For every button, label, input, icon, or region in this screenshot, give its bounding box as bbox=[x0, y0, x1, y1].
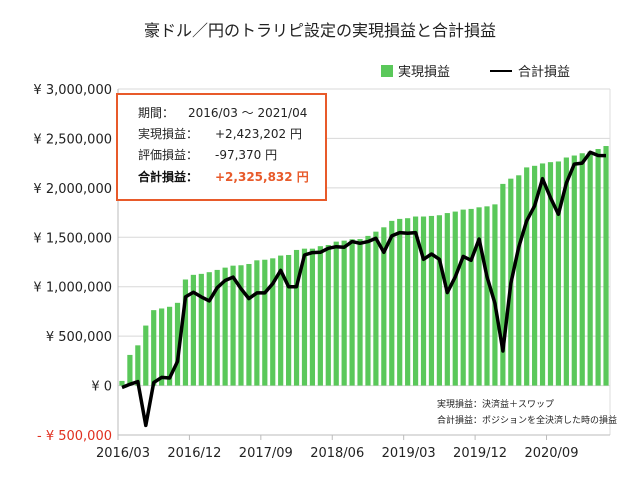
bar bbox=[135, 345, 141, 386]
note-total: 合計損益：ポジションを全決済した時の損益 bbox=[437, 414, 617, 426]
chart-title: 豪ドル／円のトラリピ設定の実現損益と合計損益 bbox=[144, 21, 496, 40]
bar bbox=[452, 211, 458, 386]
y-tick-label: ¥ 2,500,000 bbox=[33, 132, 112, 147]
bar bbox=[397, 218, 403, 386]
bar bbox=[246, 263, 252, 386]
unrealized-label: 評価損益： bbox=[138, 147, 198, 162]
bar bbox=[238, 265, 244, 386]
x-axis: 2016/03 2016/12 2017/09 2018/06 2019/03 2019/… bbox=[96, 435, 578, 461]
x-tick-label: 2017/09 bbox=[239, 446, 293, 461]
bar bbox=[373, 231, 379, 386]
realized-label: 実現損益： bbox=[138, 126, 198, 141]
bar bbox=[214, 269, 220, 386]
bar bbox=[539, 163, 546, 386]
bar bbox=[524, 167, 530, 386]
total-label: 合計損益： bbox=[138, 169, 198, 184]
bar bbox=[119, 380, 125, 386]
bar bbox=[428, 215, 435, 386]
period-label: 期間： bbox=[138, 106, 174, 120]
bar bbox=[444, 213, 450, 386]
bar bbox=[301, 248, 308, 386]
bar bbox=[174, 302, 181, 386]
bar bbox=[182, 279, 189, 386]
bar bbox=[405, 218, 411, 386]
y-tick-label: ¥ 3,000,000 bbox=[33, 83, 112, 98]
bar bbox=[603, 146, 609, 386]
realized-bars bbox=[119, 146, 609, 386]
bar bbox=[127, 354, 133, 386]
y-tick-label: ¥ 1,000,000 bbox=[33, 281, 112, 296]
bar bbox=[286, 254, 292, 386]
legend-bar-swatch bbox=[381, 65, 393, 77]
bar bbox=[357, 239, 363, 386]
bar bbox=[468, 208, 474, 386]
bar bbox=[262, 259, 268, 386]
bar bbox=[341, 240, 347, 386]
bar bbox=[222, 267, 228, 386]
x-tick-label: 2020/09 bbox=[524, 446, 578, 461]
y-tick-label: ¥ 2,000,000 bbox=[33, 182, 112, 197]
bar bbox=[190, 274, 196, 386]
bar bbox=[484, 206, 490, 386]
bar bbox=[563, 157, 569, 386]
x-tick-label: 2016/03 bbox=[96, 446, 150, 461]
bar bbox=[500, 183, 506, 386]
bar bbox=[270, 258, 276, 386]
bar bbox=[278, 255, 284, 386]
bar bbox=[579, 153, 585, 386]
bar bbox=[516, 175, 522, 386]
bar bbox=[571, 155, 577, 386]
total-value: +2,325,832 円 bbox=[215, 170, 309, 184]
bar bbox=[595, 149, 601, 386]
x-tick-label: 2016/12 bbox=[167, 446, 221, 461]
bar bbox=[365, 235, 371, 386]
legend-bar-label: 実現損益 bbox=[398, 64, 450, 80]
y-axis: ¥ 3,000,000 ¥ 2,500,000 ¥ 2,000,000 ¥ 1,500… bbox=[33, 83, 112, 444]
bar bbox=[325, 244, 331, 386]
bar bbox=[198, 273, 204, 386]
x-tick-label: 2018/06 bbox=[310, 446, 364, 461]
bar bbox=[293, 249, 300, 386]
bar bbox=[349, 239, 355, 386]
bar bbox=[230, 265, 236, 386]
bar bbox=[333, 241, 339, 386]
bar bbox=[436, 215, 442, 386]
period-value: 2016/03 ～ 2021/04 bbox=[188, 106, 307, 120]
bar bbox=[317, 246, 323, 386]
bar bbox=[555, 161, 562, 386]
bar bbox=[547, 162, 554, 386]
bar bbox=[492, 204, 498, 386]
note-realized: 実現損益：決済益＋スワップ bbox=[437, 398, 554, 410]
x-tick-label: 2019/03 bbox=[382, 446, 436, 461]
bar bbox=[151, 310, 157, 386]
summary-box: 期間： 2016/03 ～ 2021/04 実現損益： +2,423,202 円… bbox=[116, 93, 327, 201]
bar bbox=[206, 272, 212, 386]
bar bbox=[476, 207, 482, 386]
total-line-path bbox=[121, 150, 607, 428]
bar bbox=[309, 248, 316, 386]
x-tick-label: 2019/12 bbox=[453, 446, 507, 461]
bar bbox=[460, 209, 466, 386]
bar bbox=[166, 306, 173, 386]
legend-line-label: 合計損益 bbox=[518, 64, 570, 80]
bar bbox=[412, 216, 419, 386]
bar bbox=[254, 260, 260, 386]
y-tick-label: ¥ 500,000 bbox=[46, 330, 112, 345]
bar bbox=[381, 227, 387, 386]
realized-value: +2,423,202 円 bbox=[215, 127, 302, 141]
bar bbox=[143, 325, 149, 386]
y-tick-label: ¥ 1,500,000 bbox=[33, 231, 112, 246]
bar bbox=[420, 216, 427, 386]
unrealized-value: -97,370 円 bbox=[215, 148, 277, 162]
total-line bbox=[121, 150, 607, 428]
bar bbox=[389, 220, 395, 386]
y-tick-label: ¥ 0 bbox=[91, 380, 112, 395]
bar bbox=[587, 151, 593, 386]
legend: 実現損益 合計損益 bbox=[381, 64, 570, 80]
bar bbox=[159, 308, 165, 386]
bar bbox=[532, 165, 538, 386]
y-tick-label: - ¥ 500,000 bbox=[37, 429, 112, 444]
